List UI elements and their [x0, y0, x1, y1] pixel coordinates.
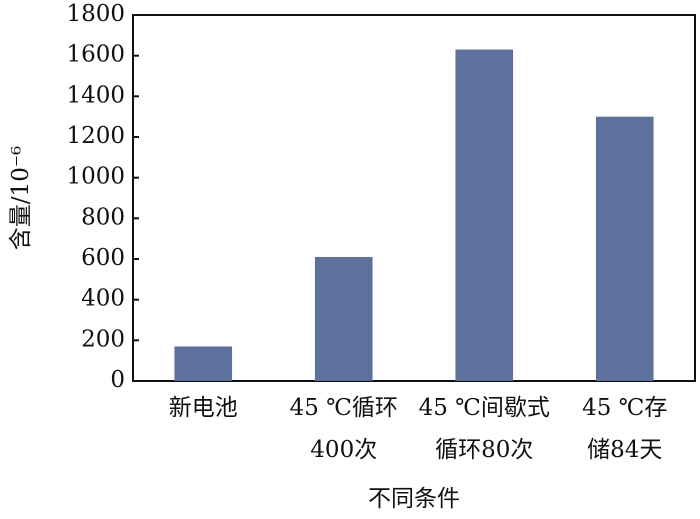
- y-tick-label: 800: [81, 204, 125, 230]
- bar: [314, 256, 373, 381]
- y-tick-label: 0: [110, 367, 125, 393]
- y-tick-label: 1000: [66, 164, 125, 190]
- bar: [595, 116, 654, 382]
- plot-frame: [132, 14, 696, 382]
- y-tick-label: 1600: [66, 42, 125, 68]
- x-axis-label: 不同条件: [368, 486, 460, 512]
- y-tick-label: 600: [81, 245, 125, 271]
- bar: [455, 49, 514, 382]
- x-tick-label: 45 ℃间歇式: [419, 395, 550, 421]
- y-axis-label: 含量/10⁻⁶: [8, 146, 34, 250]
- y-tick-label: 400: [81, 286, 125, 312]
- x-tick-label: 循环80次: [435, 437, 533, 463]
- y-tick-label: 1800: [66, 1, 125, 27]
- x-tick-label: 45 ℃循环: [290, 395, 398, 421]
- x-tick-label: 储84天: [587, 437, 662, 463]
- x-tick-label: 45 ℃存: [582, 395, 667, 421]
- x-tick-label: 新电池: [169, 395, 238, 421]
- x-tick-label: 400次: [310, 437, 377, 463]
- y-tick-label: 1400: [66, 82, 125, 108]
- bar: [174, 346, 233, 381]
- y-tick-label: 1200: [66, 123, 125, 149]
- y-tick-label: 200: [81, 326, 125, 352]
